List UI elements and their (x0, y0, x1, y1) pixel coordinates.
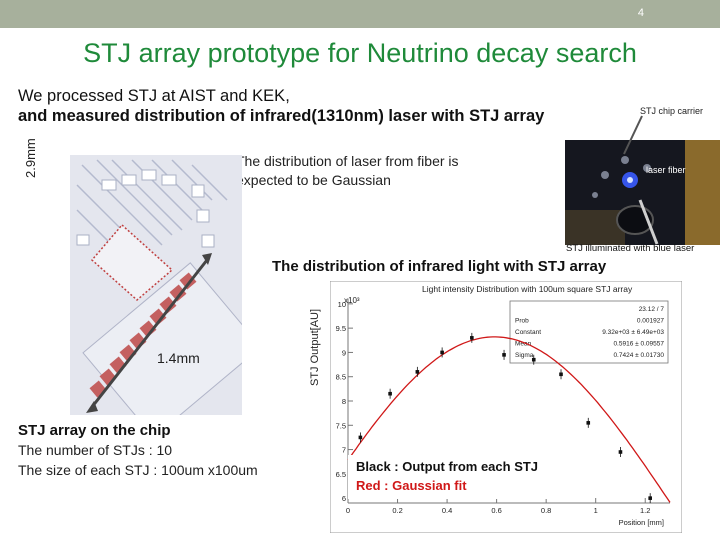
stj-chip-image (70, 155, 242, 415)
array-size-text: The size of each STJ : 100um x100um (18, 462, 258, 478)
y-tick-label: 6.5 (336, 470, 346, 479)
legend-red-entry: Red : Gaussian fit (356, 478, 467, 493)
stats-value: 0.7424 ± 0.01730 (613, 352, 664, 359)
page-number: 4 (637, 7, 644, 19)
y-tick-label: 8.5 (336, 373, 346, 382)
data-point (415, 370, 420, 374)
y-tick-label: 10 (338, 300, 346, 309)
gaussian-fit-curve (347, 336, 671, 503)
y-tick-label: 7.5 (336, 421, 346, 430)
stats-box (509, 300, 669, 364)
data-point (470, 336, 474, 340)
y-tick-label: 9 (342, 348, 346, 357)
stats-value: 0.5916 ± 0.09557 (613, 341, 664, 348)
top-bar: 4 (0, 0, 720, 28)
y-tick-label: 6 (342, 494, 346, 503)
y-tick-label: 9.5 (336, 324, 346, 333)
data-point (440, 350, 444, 355)
slide-title: STJ array prototype for Neutrino decay s… (83, 38, 637, 68)
x-tick-label: 0.8 (541, 506, 551, 515)
x-tick-label: 0.4 (442, 506, 452, 515)
chart-title: Light intensity Distribution with 100um … (422, 284, 633, 294)
dimension-vertical-label: 2.9mm (23, 138, 38, 178)
stats-value: 23.12 / 7 (639, 306, 665, 313)
data-point (586, 421, 591, 425)
x-tick-label: 0 (346, 506, 350, 515)
chip-carrier-label: STJ chip carrier (640, 106, 704, 116)
laser-fiber-label: laser fiber (646, 165, 686, 175)
intro-line-1: We processed STJ at AIST and KEK, (18, 87, 290, 105)
x-tick-label: 1.2 (640, 506, 650, 515)
x-tick-label: 1 (594, 506, 598, 515)
data-point (502, 353, 506, 357)
data-point (559, 372, 563, 377)
stats-value: 9.32e+03 ± 6.49e+03 (602, 329, 664, 336)
x-axis-label: Position [mm] (619, 518, 664, 527)
array-count-text: The number of STJs : 10 (18, 442, 173, 458)
stats-value: 0.001927 (637, 318, 664, 325)
x-tick-label: 0.2 (392, 506, 402, 515)
y-tick-label: 7 (342, 446, 346, 455)
distribution-title: The distribution of infrared light with … (272, 258, 607, 275)
data-point (531, 357, 536, 362)
gaussian-note: The distribution of laser from fiber is … (236, 153, 459, 188)
data-point (358, 435, 363, 440)
x-tick-label: 0.6 (491, 506, 501, 515)
stats-label: Sigma (515, 352, 534, 359)
array-heading: STJ array on the chip (18, 422, 171, 439)
intro-line-2: and measured distribution of infrared(13… (18, 107, 545, 125)
chip-carrier-pointer (623, 115, 643, 155)
blue-laser-photo (565, 140, 720, 245)
legend-black-entry: Black : Output from each STJ (356, 459, 539, 474)
y-axis-label: STJ Output[AU] (309, 308, 321, 386)
stats-label: Prob (515, 318, 529, 325)
stats-label: Mean (515, 341, 532, 348)
dimension-array-label: 1.4mm (157, 350, 200, 366)
y-tick-label: 8 (342, 397, 346, 406)
intro-text: We processed STJ at AIST and KEK, and me… (18, 86, 628, 126)
exponent-label: x10³ (344, 296, 360, 305)
data-point (618, 450, 623, 454)
stats-label: Constant (515, 329, 541, 336)
data-point (388, 391, 392, 396)
data-point (648, 496, 652, 500)
legend-background (348, 455, 580, 499)
photo-caption: STJ illuminated with blue laser (566, 243, 695, 254)
